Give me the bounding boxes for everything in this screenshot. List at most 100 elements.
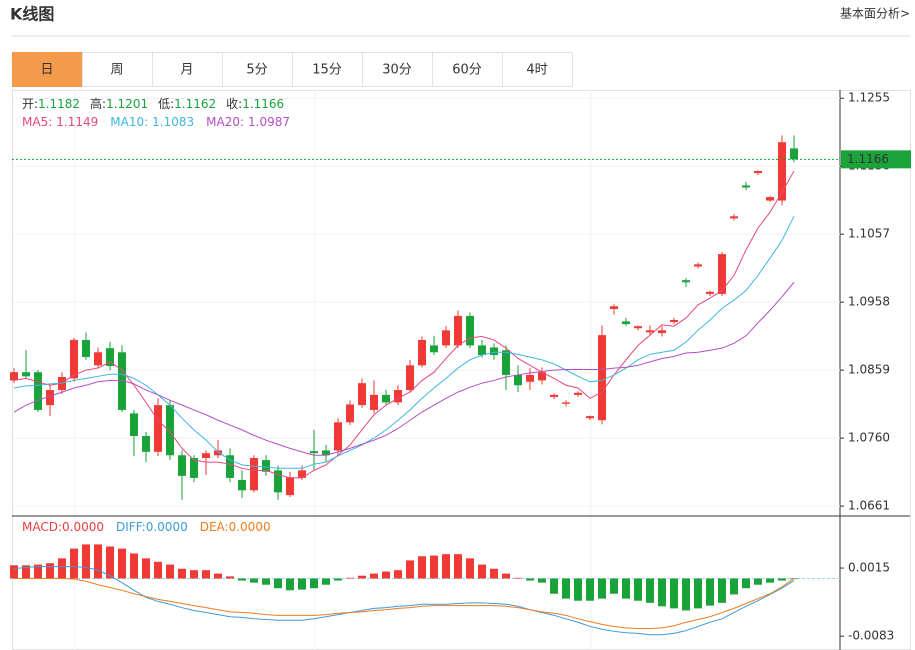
legend-name: MA5: (22, 115, 52, 129)
candle-body (514, 374, 522, 386)
macd-bar (322, 578, 330, 585)
candle-body (742, 185, 750, 188)
candle-body (538, 372, 546, 381)
ma-readout: MA5: 1.1149 MA10: 1.1083 MA20: 1.0987 (22, 115, 290, 129)
macd-bar (130, 553, 138, 579)
macd-bar (250, 578, 258, 583)
candle-body (226, 455, 234, 478)
macd-bar (766, 578, 774, 583)
candle-body (406, 365, 414, 391)
candle-body (82, 339, 90, 358)
candle-body (730, 216, 738, 219)
candle-body (622, 321, 630, 325)
macd-readout: MACD:0.0000 DIFF:0.0000 DEA:0.0000 (22, 520, 271, 534)
candle-body (574, 392, 582, 395)
candle-body (202, 453, 210, 459)
readout-value: 0.0000 (62, 520, 104, 534)
candle-body (334, 422, 342, 451)
candle-body (778, 142, 786, 201)
candle-body (286, 477, 294, 496)
macd-bar (598, 578, 606, 599)
y-tick-label: 1.0661 (848, 499, 890, 513)
macd-bar (754, 578, 762, 585)
macd-bar (538, 578, 546, 583)
tab[interactable] (502, 52, 573, 87)
fundamental-link[interactable]: 基本面分析> (840, 7, 910, 21)
macd-bar (514, 577, 522, 579)
macd-bar (526, 578, 534, 581)
tab-label[interactable]: 周 (110, 63, 123, 78)
candle-body (298, 470, 306, 478)
legend-value: 1.1149 (56, 115, 98, 129)
macd-bar (178, 568, 186, 579)
macd-bar (58, 558, 66, 579)
macd-bar (310, 578, 318, 589)
candle-body (274, 470, 282, 493)
candle-body (106, 348, 114, 367)
tab[interactable] (82, 52, 153, 87)
candle-body (646, 330, 654, 333)
candle-body (658, 330, 666, 334)
macd-bar (658, 578, 666, 607)
legend-name: MA10: (110, 115, 148, 129)
y-tick-label: -0.0083 (848, 629, 894, 643)
candle-body (214, 450, 222, 456)
macd-bar (694, 578, 702, 609)
tab[interactable] (292, 52, 363, 87)
macd-bar (490, 568, 498, 579)
macd-bar (94, 544, 102, 579)
legend-value: 1.1083 (152, 115, 194, 129)
macd-bar (454, 554, 462, 579)
tab-label[interactable]: 4时 (526, 63, 547, 78)
candle-body (190, 458, 198, 478)
macd-bar (382, 571, 390, 579)
candle-body (682, 280, 690, 283)
candle-body (466, 315, 474, 346)
y-tick-label: 1.0958 (848, 295, 890, 309)
ohlc-readout: 开:1.1182 高:1.1201 低:1.1162 收:1.1166 (22, 96, 284, 111)
macd-bar (478, 564, 486, 579)
macd-bar (574, 578, 582, 601)
candle-body (238, 479, 246, 491)
tab-label[interactable]: 日 (40, 63, 53, 78)
macd-bar (22, 565, 30, 579)
macd-bar (646, 578, 654, 603)
readout-value: 1.1162 (174, 97, 216, 111)
macd-bar (154, 561, 162, 579)
tab-label[interactable]: 30分 (382, 63, 412, 78)
readout-name: 收: (226, 97, 242, 111)
macd-bar (442, 554, 450, 579)
candle-body (322, 450, 330, 456)
readout-name: MACD: (22, 520, 62, 534)
candle-body (490, 347, 498, 356)
readout-name: 低: (158, 97, 174, 111)
candle-body (418, 339, 426, 366)
candle-body (502, 350, 510, 375)
ma-line (13, 216, 795, 469)
candle-body (454, 315, 462, 346)
tab-label[interactable]: 5分 (246, 63, 267, 78)
candle-body (634, 326, 642, 329)
macd-bar (610, 578, 618, 594)
macd-bar (706, 578, 714, 606)
tab[interactable] (12, 52, 83, 87)
y-tick-label: 1.0859 (848, 363, 890, 377)
macd-bar (118, 548, 126, 579)
candle-body (598, 335, 606, 421)
macd-bar (226, 576, 234, 579)
macd-bar (682, 578, 690, 611)
tab-label[interactable]: 月 (180, 63, 193, 78)
macd-bar (166, 564, 174, 579)
macd-bar (562, 578, 570, 599)
macd-bar (274, 578, 282, 589)
macd-bar (202, 570, 210, 579)
readout-value: 1.1201 (106, 97, 148, 111)
macd-bar (262, 578, 270, 585)
tab-label[interactable]: 15分 (312, 63, 342, 78)
macd-bar (586, 578, 594, 601)
macd-bar (46, 563, 54, 579)
macd-bar (622, 578, 630, 599)
tab-label[interactable]: 60分 (452, 63, 482, 78)
candle-body (706, 291, 714, 294)
y-tick-label: 1.0760 (848, 431, 890, 445)
